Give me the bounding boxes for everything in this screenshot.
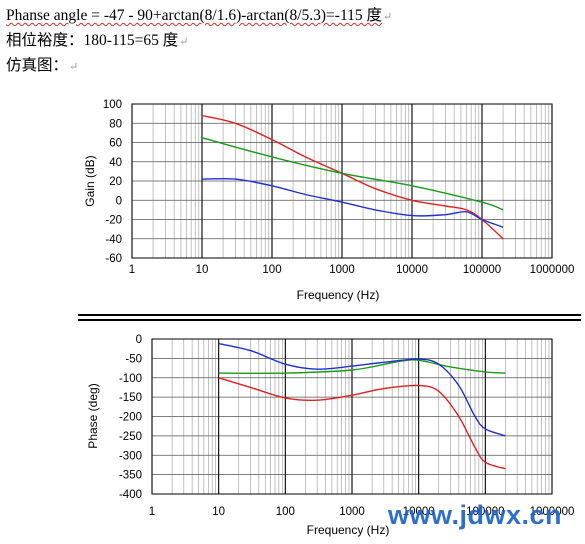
y-tick-label: 60 bbox=[109, 138, 122, 150]
x-tick-label: 1000000 bbox=[530, 264, 575, 276]
x-tick-label: 10000 bbox=[403, 506, 435, 518]
series-line-2 bbox=[201, 137, 504, 211]
y-tick-label: 0 bbox=[116, 195, 122, 207]
simulation-label-text: 仿真图： bbox=[6, 57, 69, 74]
x-tick-label: 1000 bbox=[329, 264, 355, 276]
y-tick-label: -20 bbox=[105, 215, 122, 227]
y-axis-title: Gain (dB) bbox=[83, 155, 97, 206]
series-line-1 bbox=[218, 359, 506, 375]
x-tick-label: 1000 bbox=[339, 506, 365, 518]
chart-divider bbox=[78, 319, 581, 321]
x-tick-label: 100 bbox=[276, 506, 295, 518]
grid bbox=[151, 338, 553, 495]
text-line-phase-margin: 相位裕度：180-115=65 度↵ bbox=[6, 28, 188, 50]
chart-divider bbox=[78, 314, 581, 316]
paragraph-mark-icon: ↵ bbox=[383, 11, 393, 23]
x-tick-label: 100 bbox=[262, 264, 281, 276]
watermark-logo: www.jdwx.cn bbox=[388, 500, 563, 530]
y-tick-label: -40 bbox=[105, 234, 122, 246]
y-axis-title: Phase (deg) bbox=[86, 383, 100, 448]
series-line-2 bbox=[218, 342, 506, 437]
series-line-3 bbox=[218, 377, 506, 470]
x-tick-label: 10 bbox=[196, 264, 209, 276]
text-line-phase-angle: Phanse angle = -47 - 90+arctan(8/1.6)-ar… bbox=[6, 3, 392, 25]
y-tick-label: -300 bbox=[119, 450, 142, 462]
x-tick-label: 100000 bbox=[463, 264, 501, 276]
y-tick-label: -400 bbox=[119, 489, 142, 501]
phase-chart: 0 -50 -100 -150 -200 -250 -300 -350 -400 1 10 100 10… bbox=[86, 334, 575, 537]
paragraph-mark-icon: ↵ bbox=[179, 36, 189, 48]
x-tick-label: 1 bbox=[129, 264, 135, 276]
y-tick-label: -200 bbox=[119, 412, 142, 424]
y-tick-label: 40 bbox=[109, 157, 122, 169]
plot-frame bbox=[131, 103, 553, 259]
y-tick-label: -350 bbox=[119, 470, 142, 482]
y-tick-label: -60 bbox=[105, 253, 122, 265]
x-tick-label: 100000 bbox=[466, 506, 504, 518]
y-tick-label: 80 bbox=[109, 118, 122, 130]
x-tick-label: 10 bbox=[212, 506, 225, 518]
series-line-3 bbox=[201, 177, 504, 228]
phase-margin-text: 相位裕度：180-115=65 度 bbox=[6, 32, 179, 49]
series-line-1 bbox=[201, 114, 504, 240]
y-tick-label: 100 bbox=[103, 99, 122, 111]
x-tick-label: 10000 bbox=[396, 264, 428, 276]
gain-chart: 100 80 60 40 20 0 -20 -40 -60 1 10 100 1000 10000 1000… bbox=[83, 99, 575, 302]
text-line-simulation: 仿真图：↵ bbox=[6, 53, 78, 75]
x-tick-label: 1 bbox=[149, 506, 155, 518]
y-tick-label: 20 bbox=[109, 176, 122, 188]
x-axis-title: Frequency (Hz) bbox=[297, 288, 380, 302]
phase-angle-text: Phanse angle = -47 - 90+arctan(8/1.6)-ar… bbox=[6, 7, 382, 24]
y-tick-label: -50 bbox=[125, 353, 142, 365]
y-tick-label: -150 bbox=[119, 392, 142, 404]
grid bbox=[131, 103, 553, 259]
plot-frame bbox=[151, 338, 553, 495]
paragraph-mark-icon: ↵ bbox=[69, 61, 79, 73]
x-tick-label: 1000000 bbox=[530, 506, 575, 518]
y-tick-label: 0 bbox=[136, 334, 142, 346]
y-tick-label: -100 bbox=[119, 373, 142, 385]
y-tick-label: -250 bbox=[119, 431, 142, 443]
x-axis-title: Frequency (Hz) bbox=[307, 523, 390, 537]
